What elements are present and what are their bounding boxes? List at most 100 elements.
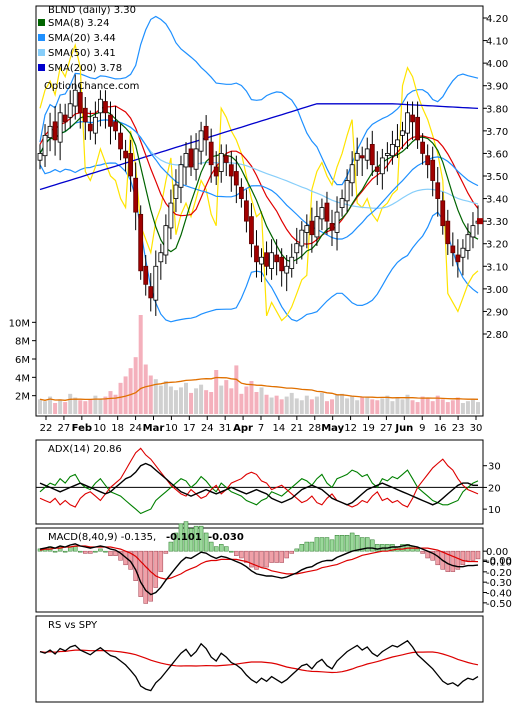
macd-histogram-bar — [460, 550, 466, 566]
candle-body — [334, 211, 340, 233]
volume-bar — [360, 397, 365, 414]
x-tick-label: Feb — [72, 423, 92, 434]
macd-histogram-bar — [359, 537, 365, 552]
macd-histogram-bar — [400, 544, 405, 552]
candle-body — [359, 155, 365, 159]
macd-histogram-bar — [98, 548, 103, 552]
x-tick-label: 27 — [58, 423, 71, 434]
candle-body — [254, 245, 259, 263]
candle-body — [218, 153, 224, 172]
candle-body — [344, 180, 350, 202]
macd-histogram-bar — [224, 546, 229, 552]
volume-bar — [138, 315, 143, 414]
candle-body — [339, 198, 345, 208]
volume-tick-label: 10M — [9, 318, 30, 329]
candle-body — [198, 130, 204, 152]
volume-bar — [309, 399, 314, 414]
volume-bar — [173, 390, 178, 414]
volume-bar — [93, 395, 98, 414]
volume-bar — [113, 394, 118, 414]
macd-histogram-bar — [375, 544, 380, 552]
macd-histogram-bar — [113, 550, 118, 556]
macd-histogram-bar — [475, 550, 481, 560]
legend-label: SMA(50) 3.41 — [48, 48, 116, 59]
macd-histogram-bar — [344, 535, 350, 552]
macd-histogram-bar — [289, 550, 294, 554]
macd-histogram-bar — [229, 550, 234, 553]
volume-bar — [48, 396, 53, 414]
volume-bar — [244, 386, 249, 414]
macd-histogram-bar — [239, 550, 244, 559]
macd-histogram-bar — [334, 535, 340, 552]
macd-histogram-bar — [339, 535, 345, 552]
x-tick-label: 28 — [308, 423, 321, 434]
volume-bar — [118, 382, 123, 414]
macd-histogram-bar — [314, 537, 320, 552]
rs-panel: RS vs SPY — [35, 615, 484, 703]
candle-body — [92, 116, 98, 134]
volume-bar — [375, 400, 380, 414]
macd-signal-value: -0.101 — [166, 532, 202, 543]
candle-body — [425, 155, 431, 166]
volume-bar — [123, 376, 128, 414]
macd-tick-label: -0.00 — [486, 556, 512, 567]
macd-histogram-bar — [93, 550, 98, 553]
ema-line — [39, 105, 479, 245]
adx-tick-label: 10 — [488, 505, 501, 516]
candle-body — [98, 98, 103, 114]
macd-histogram-bar — [319, 537, 325, 552]
candle-body — [233, 171, 239, 186]
price-tick-label: 4.00 — [486, 59, 508, 70]
sma200-line — [39, 103, 479, 191]
candle-body — [87, 123, 93, 132]
macd-histogram-bar — [309, 541, 315, 552]
candle-body — [445, 220, 451, 245]
volume-bar — [73, 397, 78, 414]
macd-histogram-bar — [72, 546, 78, 552]
macd-histogram-bar — [364, 537, 370, 552]
candle-body — [118, 132, 123, 150]
volume-bar — [340, 393, 345, 414]
candle-body — [329, 222, 335, 231]
bollinger-lower-line — [39, 162, 479, 323]
macd-histogram-bar — [274, 550, 279, 563]
macd-panel: 0.00-0.00-0.10-0.20-0.30-0.40-0.50 MACD(… — [35, 521, 512, 613]
candle-body — [440, 200, 446, 227]
x-tick-label: Apr — [233, 423, 253, 434]
macd-histogram-bar — [455, 550, 461, 570]
candle-body — [228, 164, 234, 177]
candle-body — [153, 265, 159, 301]
macd-histogram-bar — [294, 548, 300, 552]
price-tick-label: 3.30 — [486, 217, 508, 228]
adx-plus-di-line — [39, 469, 479, 515]
volume-bar — [425, 398, 430, 414]
macd-histogram-bar — [329, 539, 335, 552]
x-tick-label: 10 — [165, 423, 178, 434]
macd-tick-label: -0.10 — [486, 558, 512, 569]
volume-bar — [476, 402, 480, 414]
volume-bar — [324, 401, 329, 414]
candle-body — [148, 286, 154, 299]
sma8-line — [39, 110, 479, 263]
volume-bar — [440, 399, 445, 414]
candle-body — [379, 157, 385, 175]
candle-body — [108, 114, 113, 127]
volume-bar — [470, 399, 475, 414]
candle-body — [420, 141, 426, 154]
macd-histogram-bar — [304, 541, 310, 552]
volume-bar — [400, 399, 405, 414]
price-tick-label: 2.90 — [486, 307, 508, 318]
candle-body — [274, 254, 280, 263]
volume-bar — [199, 384, 204, 414]
candle-body — [168, 202, 174, 229]
volume-bar — [430, 401, 435, 414]
legend-label: SMA(200) 3.78 — [48, 63, 122, 74]
volume-bar — [350, 395, 355, 414]
volume-bar — [234, 365, 239, 414]
x-tick-label: 17 — [183, 423, 196, 434]
price-tick-label: 3.70 — [486, 127, 508, 138]
x-tick-label: 14 — [273, 423, 286, 434]
volume-bar — [204, 390, 209, 414]
price-tick-label: 3.20 — [486, 240, 508, 251]
macd-hist-value: -0.030 — [208, 532, 244, 543]
